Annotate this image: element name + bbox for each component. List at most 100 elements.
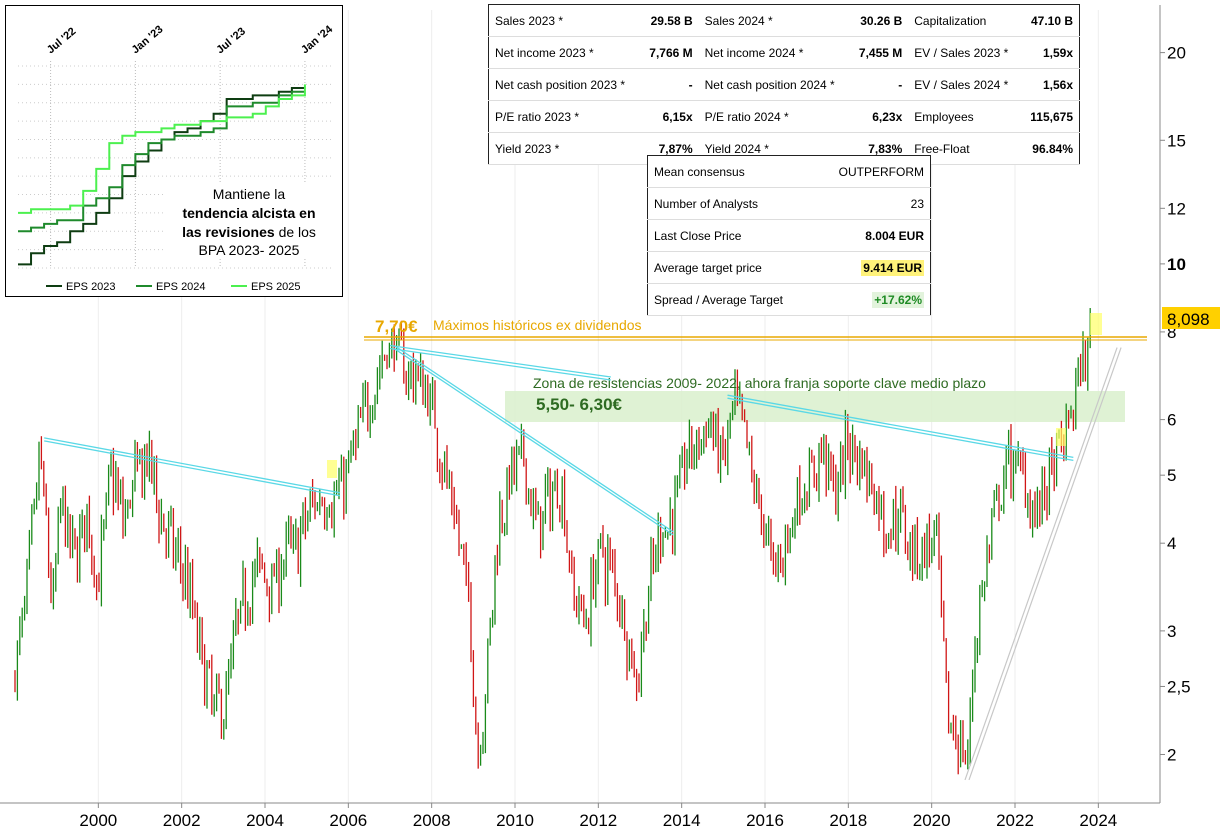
fundamentals-label: Net income 2024 * <box>698 36 850 69</box>
consensus-row: Average target price 9.414 EUR <box>647 251 931 284</box>
inset-annotation-line-4: BPA 2023- 2025 <box>199 242 300 258</box>
fundamentals-value: 30.26 B <box>849 4 909 37</box>
consensus-label: Number of Analysts <box>647 187 815 220</box>
fundamentals-label: Capitalization <box>908 4 1021 37</box>
zone-range-label: 5,50- 6,30€ <box>536 395 623 414</box>
consensus-row: Mean consensus OUTPERFORM <box>647 155 931 188</box>
trendline-parallel <box>727 397 1074 462</box>
trendline <box>44 437 341 494</box>
y-tick-label: 12 <box>1167 199 1186 218</box>
x-tick-label: 2004 <box>246 811 284 830</box>
inset-x-tick-label: Jan '24 <box>299 23 336 56</box>
fundamentals-value: 115,675 <box>1020 100 1080 133</box>
fundamentals-label: Yield 2023 * <box>488 132 640 165</box>
trendline <box>393 345 674 533</box>
x-axis-ticks: 2000 2002 2004 2006 2008 2010 2012 2014 2016 2018… <box>79 803 1117 830</box>
x-tick-label: 2024 <box>1079 811 1117 830</box>
x-tick-label: 2018 <box>829 811 867 830</box>
fundamentals-value: 1,59x <box>1020 36 1080 69</box>
x-tick-label: 2020 <box>913 811 951 830</box>
fundamentals-value: 7,766 M <box>639 36 699 69</box>
inset-x-tick-label: Jul '22 <box>45 25 79 56</box>
x-tick-label: 2010 <box>496 811 534 830</box>
consensus-row: Last Close Price 8.004 EUR <box>647 219 931 252</box>
fundamentals-label: EV / Sales 2023 * <box>908 36 1021 69</box>
y-tick-label: 4 <box>1167 534 1176 553</box>
fundamentals-value: 29.58 B <box>639 4 699 37</box>
x-tick-label: 2016 <box>746 811 784 830</box>
y-tick-label: 20 <box>1167 44 1186 63</box>
y-tick-label: 5 <box>1167 466 1176 485</box>
highlight-breakout-2005 <box>327 460 337 478</box>
trendline <box>727 394 1074 459</box>
consensus-value-text: OUTPERFORM <box>838 164 924 179</box>
y-tick-label: 10 <box>1167 255 1186 274</box>
fundamentals-label: Sales 2023 * <box>488 4 640 37</box>
consensus-value-text: +17.62% <box>872 291 924 308</box>
highlight-high-2023 <box>1090 313 1102 335</box>
inset-series-2 <box>18 90 305 233</box>
trendline-parallel <box>393 348 674 536</box>
fundamentals-value: 6,23x <box>849 100 909 133</box>
fundamentals-row: Sales 2023 * 29.58 B Sales 2024 * 30.26 B Ca… <box>488 4 1080 37</box>
y-tick-label: 8 <box>1167 323 1176 342</box>
consensus-value-text: 9.414 EUR <box>861 259 924 276</box>
ath-value-label: 7,70€ <box>375 317 418 336</box>
x-tick-label: 2008 <box>413 811 451 830</box>
fundamentals-label: Net cash position 2024 * <box>698 68 850 101</box>
x-tick-label: 2006 <box>329 811 367 830</box>
y-tick-label: 3 <box>1167 622 1176 641</box>
consensus-label: Mean consensus <box>647 155 815 188</box>
inset-series-3 <box>18 84 306 214</box>
fundamentals-row: Net cash position 2023 * - Net cash positi… <box>488 68 1080 101</box>
y-tick-label: 6 <box>1167 411 1176 430</box>
inset-series-1 <box>18 87 305 266</box>
support-zone-band <box>505 391 1125 422</box>
x-tick-label: 2000 <box>79 811 117 830</box>
inset-legend-label: EPS 2025 <box>251 281 301 293</box>
trendline-parallel <box>389 347 611 381</box>
fundamentals-value: 47.10 B <box>1020 4 1080 37</box>
fundamentals-value: 7,455 M <box>849 36 909 69</box>
x-tick-label: 2014 <box>663 811 701 830</box>
consensus-row: Spread / Average Target +17.62% <box>647 283 931 316</box>
fundamentals-value: - <box>639 68 699 101</box>
zone-text-label: Zona de resistencias 2009- 2022, ahora f… <box>533 375 986 391</box>
y-tick-label: 2 <box>1167 745 1176 764</box>
inset-legend: EPS 2023 EPS 2024 EPS 2025 <box>46 281 301 293</box>
fundamentals-row: Net income 2023 * 7,766 M Net income 2024 … <box>488 36 1080 69</box>
consensus-value: 8.004 EUR <box>814 219 931 252</box>
consensus-label: Average target price <box>647 251 815 284</box>
ath-text-label: Máximos históricos ex dividendos <box>433 317 642 333</box>
consensus-row: Number of Analysts 23 <box>647 187 931 220</box>
consensus-value: 9.414 EUR <box>814 251 931 284</box>
trendlines <box>44 344 1122 781</box>
chart-axes <box>0 5 1161 804</box>
fundamentals-label: P/E ratio 2023 * <box>488 100 640 133</box>
last-price-box <box>1162 307 1220 329</box>
fundamentals-row: P/E ratio 2023 * 6,15x P/E ratio 2024 * 6,2… <box>488 100 1080 133</box>
inset-x-tick-label: Jul '23 <box>214 25 248 56</box>
x-tick-label: 2012 <box>579 811 617 830</box>
x-tick-label: 2022 <box>996 811 1034 830</box>
fundamentals-label: Net income 2023 * <box>488 36 640 69</box>
inset-annotation-line-2: tendencia alcista en <box>182 205 315 221</box>
fundamentals-label: Employees <box>908 100 1021 133</box>
highlight-breakout-2023 <box>1056 428 1066 446</box>
fundamentals-label: EV / Sales 2024 * <box>908 68 1021 101</box>
y-tick-label: 15 <box>1167 131 1186 150</box>
inset-legend-label: EPS 2023 <box>66 281 116 293</box>
fundamentals-table: Sales 2023 * 29.58 B Sales 2024 * 30.26 B Ca… <box>488 4 1080 165</box>
inset-annotation-line-3: las revisiones de los <box>182 224 316 240</box>
last-price-label: 8,098 <box>1167 310 1210 329</box>
y-axis-ticks: 2 2,5 3 4 5 6 8 10 12 15 20 <box>1160 44 1191 764</box>
support-trendline <box>964 347 1118 781</box>
fundamentals-value: 96.84% <box>1020 132 1080 165</box>
inset-x-ticks: Jul '22 Jan '23 Jul '23 Jan '24 <box>45 23 336 56</box>
consensus-value: OUTPERFORM <box>814 155 931 188</box>
inset-legend-label: EPS 2024 <box>156 281 206 293</box>
inset-x-tick-label: Jan '23 <box>130 23 166 56</box>
consensus-value-text: 8.004 EUR <box>865 228 924 243</box>
